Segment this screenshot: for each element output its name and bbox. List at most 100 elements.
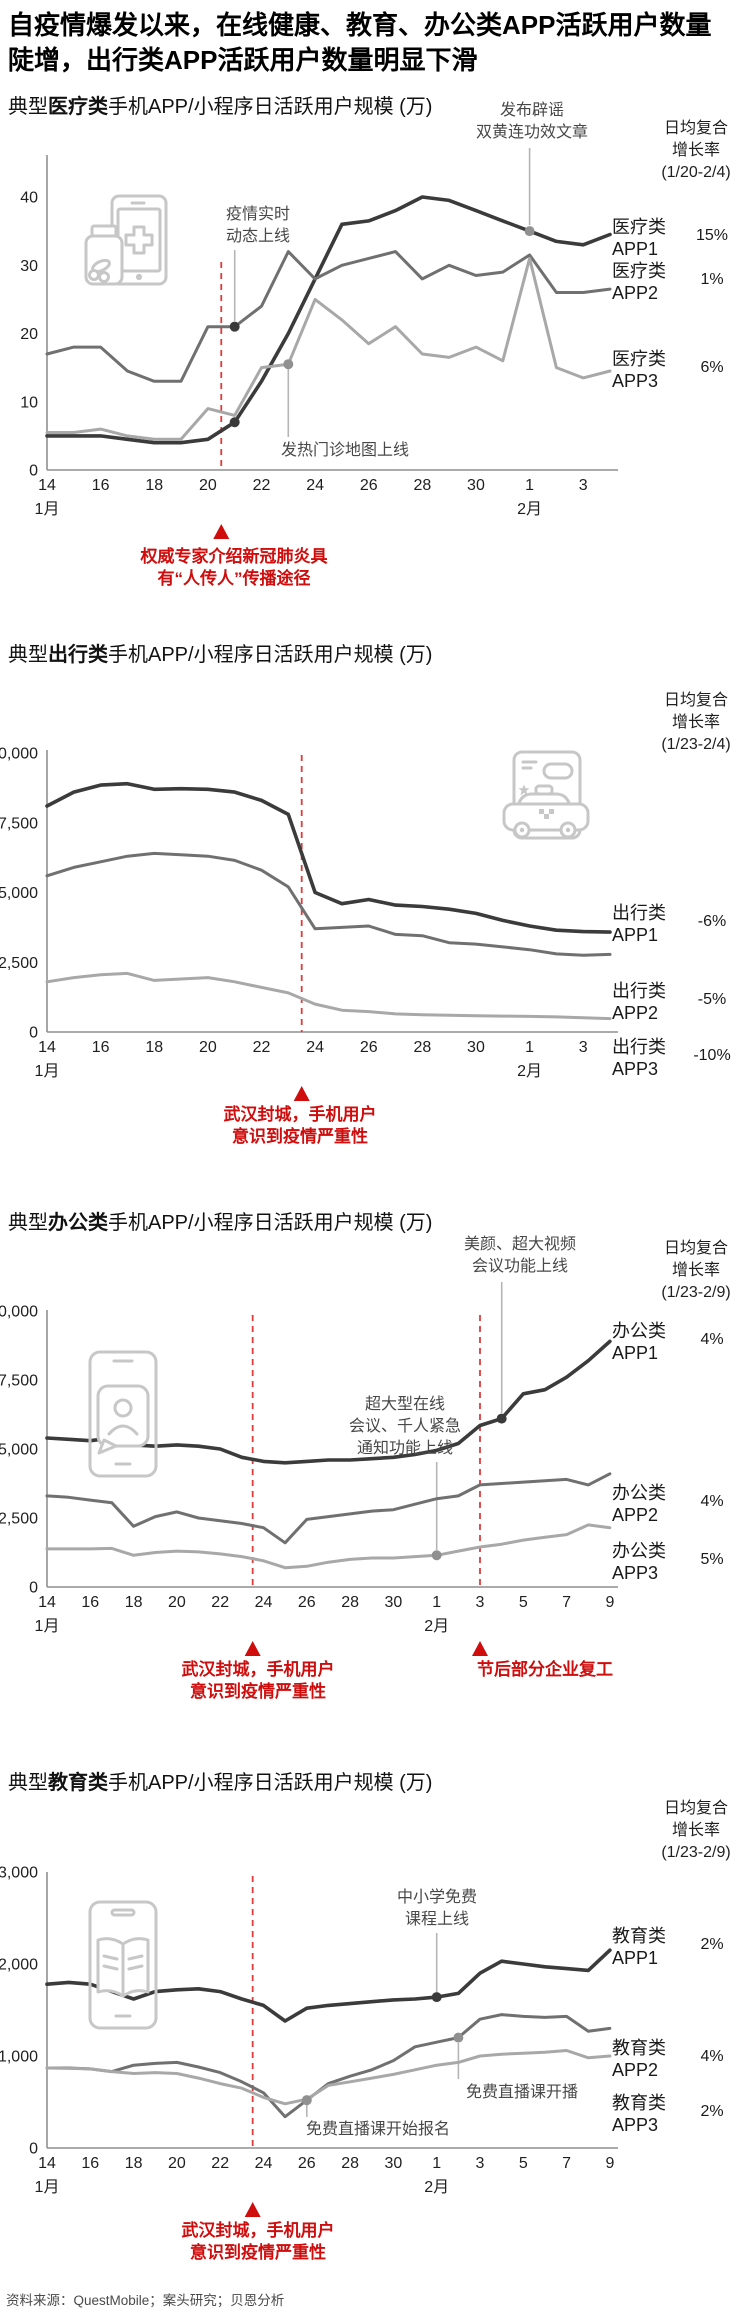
legend-name-line: 教育类 — [612, 2038, 666, 2058]
heading-suffix: 手机APP/小程序日活跃用户规模 (万) — [108, 1212, 433, 1234]
annotation-line: 会议、千人紧急 — [348, 1418, 461, 1435]
annotation-line: 中小学免费 — [396, 1889, 477, 1906]
legend-growth-教育类APP1: 2% — [667, 1936, 750, 1954]
y-tick-label: 2,500 — [0, 1511, 38, 1528]
legend-growth-办公类APP3: 5% — [667, 1551, 750, 1569]
page-title-line2: 陡增，出行类APP活跃用户数量明显下滑 — [8, 45, 478, 75]
x-tick-label: 18 — [145, 477, 163, 494]
x-tick-label: 30 — [467, 477, 485, 494]
growth-header-line: 增长率 — [671, 1262, 720, 1279]
y-tick-label: 7,500 — [0, 815, 38, 832]
growth-value: 6% — [700, 359, 724, 376]
event-triangle — [244, 2202, 261, 2217]
growth-value: 4% — [700, 1493, 724, 1510]
series-line-教育类APP1 — [45, 1948, 612, 2023]
x-tick-label: 22 — [253, 1039, 271, 1056]
growth-header-line: 增长率 — [671, 142, 720, 159]
event-triangle — [472, 1641, 488, 1656]
series-line-医疗类APP3 — [45, 256, 612, 441]
legend-医疗类APP3: 医疗类 APP3 — [612, 348, 666, 392]
x-tick-label: 30 — [385, 2155, 403, 2172]
x-tick-label: 16 — [92, 1039, 110, 1056]
x-tick-label: 14 — [38, 1594, 56, 1611]
legend-growth-出行类APP2: -5% — [667, 991, 750, 1009]
event-note-line: 有“人传人”传播途径 — [157, 569, 311, 588]
annotation-dot — [283, 359, 294, 370]
series-line-出行类APP3 — [45, 971, 612, 1021]
x-tick-label: 30 — [467, 1039, 485, 1056]
x-tick-label: 24 — [255, 2155, 273, 2172]
annotation-dot — [453, 2032, 464, 2043]
month-label: 1月 — [35, 1618, 60, 1635]
y-tick-label: 10 — [20, 394, 38, 411]
legend-name-line: 办公类 — [612, 1483, 666, 1503]
annotation-line: 动态上线 — [225, 228, 290, 245]
y-tick-label: 10,000 — [0, 1304, 38, 1321]
x-tick-label: 5 — [519, 1594, 528, 1611]
legend-教育类APP3: 教育类 APP3 — [612, 2092, 666, 2136]
x-tick-label: 7 — [562, 2155, 571, 2172]
legend-name-line: APP3 — [612, 1059, 659, 1079]
x-tick-label: 1 — [525, 1039, 534, 1056]
x-tick-label: 14 — [38, 477, 56, 494]
x-tick-label: 20 — [168, 1594, 186, 1611]
legend-name-line: APP2 — [612, 1003, 659, 1023]
heading-suffix: 手机APP/小程序日活跃用户规模 (万) — [108, 644, 433, 666]
event-note: 武汉封城，手机用户 意识到疫情严重性 — [110, 1104, 490, 1148]
heading-prefix: 典型 — [8, 96, 48, 118]
legend-name-line: 出行类 — [612, 903, 666, 923]
legend-出行类APP1: 出行类 APP1 — [612, 902, 666, 946]
x-tick-label: 22 — [211, 2155, 229, 2172]
y-tick-label: 5,000 — [0, 885, 38, 902]
annotation-dot — [301, 2095, 312, 2106]
y-tick-label: 7,500 — [0, 1373, 38, 1390]
month-label: 2月 — [517, 501, 542, 518]
growth-value: -6% — [697, 913, 727, 930]
event-note-line: 节后部分企业复工 — [477, 1660, 613, 1679]
chart-annotation: 免费直播课开播 — [382, 2082, 662, 2104]
legend-name-line: 办公类 — [612, 1541, 666, 1561]
growth-value: -10% — [693, 1047, 731, 1064]
legend-name-line: 医疗类 — [612, 349, 666, 369]
y-tick-label: 10,000 — [0, 746, 38, 763]
event-note-line: 武汉封城，手机用户 — [181, 1660, 335, 1679]
annotation-dot — [431, 1550, 442, 1561]
legend-出行类APP2: 出行类 APP2 — [612, 980, 666, 1024]
event-note-line: 意识到疫情严重性 — [190, 1682, 326, 1701]
legend-name-line: 出行类 — [612, 1037, 666, 1057]
x-tick-label: 18 — [125, 1594, 143, 1611]
y-tick-label: 2,500 — [0, 955, 38, 972]
annotation-line: 免费直播课开始报名 — [305, 2121, 450, 2138]
growth-header-line: 日均复合 — [663, 120, 728, 137]
annotation-dot — [431, 1992, 442, 2003]
heading-category: 办公类 — [48, 1212, 108, 1234]
y-tick-label: 5,000 — [0, 1442, 38, 1459]
event-note-line: 意识到疫情严重性 — [190, 2243, 326, 2262]
y-tick-label: 20 — [20, 326, 38, 343]
x-tick-label: 14 — [38, 1039, 56, 1056]
x-tick-label: 3 — [476, 1594, 485, 1611]
series-line-教育类APP2 — [45, 2013, 612, 2119]
legend-name-line: APP1 — [612, 1343, 659, 1363]
section-heading-0: 典型医疗类手机APP/小程序日活跃用户规模 (万) — [8, 90, 432, 119]
growth-value: 2% — [700, 2103, 724, 2120]
y-tick-label: 0 — [29, 1025, 38, 1042]
growth-value: 15% — [695, 227, 729, 244]
annotation-line: 疫情实时 — [225, 206, 290, 223]
chart-annotation: 发热门诊地图上线 — [205, 440, 485, 462]
x-tick-label: 16 — [92, 477, 110, 494]
series-line-医疗类APP1 — [45, 195, 612, 445]
annotation-dot — [229, 417, 240, 428]
legend-name-line: APP1 — [612, 925, 659, 945]
x-tick-label: 9 — [605, 2155, 614, 2172]
chart-annotation: 发布辟谣 双黄连功效文章 — [392, 100, 672, 144]
medicine-app-icon — [84, 194, 168, 286]
x-tick-label: 7 — [562, 1594, 571, 1611]
series-line-办公类APP3 — [45, 1523, 612, 1570]
series-line-教育类APP3 — [45, 2049, 612, 2106]
growth-value: 2% — [700, 1936, 724, 1953]
x-tick-label: 28 — [341, 1594, 359, 1611]
legend-name-line: APP3 — [612, 2115, 659, 2135]
series-line-医疗类APP2 — [45, 250, 612, 383]
x-tick-label: 9 — [605, 1594, 614, 1611]
